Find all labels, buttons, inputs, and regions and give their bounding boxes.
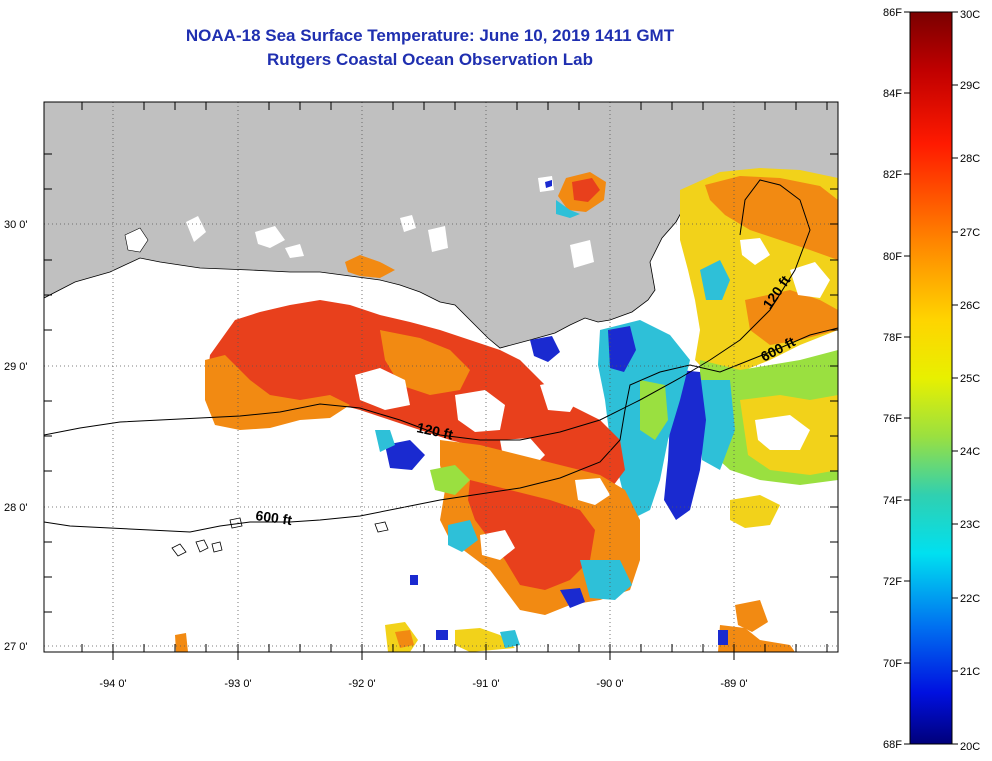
- lon-label-92: -92 0': [348, 678, 375, 690]
- cbar-c-27: 27C: [960, 227, 980, 239]
- contour-label-120ft-west: 120 ft: [415, 419, 454, 442]
- cbar-f-82: 82F: [883, 169, 902, 181]
- cbar-f-74: 74F: [883, 495, 902, 507]
- lon-label-94: -94 0': [99, 678, 126, 690]
- map-frame: [43, 101, 839, 653]
- cbar-f-70: 70F: [883, 658, 902, 670]
- cbar-f-78: 78F: [883, 332, 902, 344]
- lon-label-93: -93 0': [224, 678, 251, 690]
- cbar-c-21: 21C: [960, 666, 980, 678]
- cbar-f-86: 86F: [883, 7, 902, 19]
- colorbar: [909, 11, 953, 745]
- cbar-f-72: 72F: [883, 576, 902, 588]
- title-line-2: Rutgers Coastal Ocean Observation Lab: [267, 50, 593, 69]
- lat-label-29: 29 0': [4, 361, 28, 373]
- contour-label-600ft-west: 600 ft: [255, 507, 294, 528]
- lon-label-91: -91 0': [472, 678, 499, 690]
- map-grid: [44, 102, 838, 652]
- lat-label-27: 27 0': [4, 641, 28, 653]
- lat-label-30: 30 0': [4, 219, 28, 231]
- cbar-c-29: 29C: [960, 80, 980, 92]
- cbar-c-26: 26C: [960, 300, 980, 312]
- cbar-f-76: 76F: [883, 413, 902, 425]
- cbar-c-24: 24C: [960, 446, 980, 458]
- cbar-c-22: 22C: [960, 593, 980, 605]
- cbar-c-23: 23C: [960, 519, 980, 531]
- title-line-1: NOAA-18 Sea Surface Temperature: June 10…: [185, 26, 675, 45]
- contour-120ft: [44, 179, 811, 441]
- cbar-c-30: 30C: [960, 9, 980, 21]
- cbar-f-84: 84F: [883, 88, 902, 100]
- lat-label-28: 28 0': [4, 502, 28, 514]
- contour-600ft: [44, 327, 838, 533]
- lon-label-90: -90 0': [596, 678, 623, 690]
- cbar-c-25: 25C: [960, 373, 980, 385]
- lon-label-89: -89 0': [720, 678, 747, 690]
- cbar-f-80: 80F: [883, 251, 902, 263]
- cbar-c-20: 20C: [960, 741, 980, 753]
- cbar-c-28: 28C: [960, 153, 980, 165]
- cbar-f-68: 68F: [883, 739, 902, 751]
